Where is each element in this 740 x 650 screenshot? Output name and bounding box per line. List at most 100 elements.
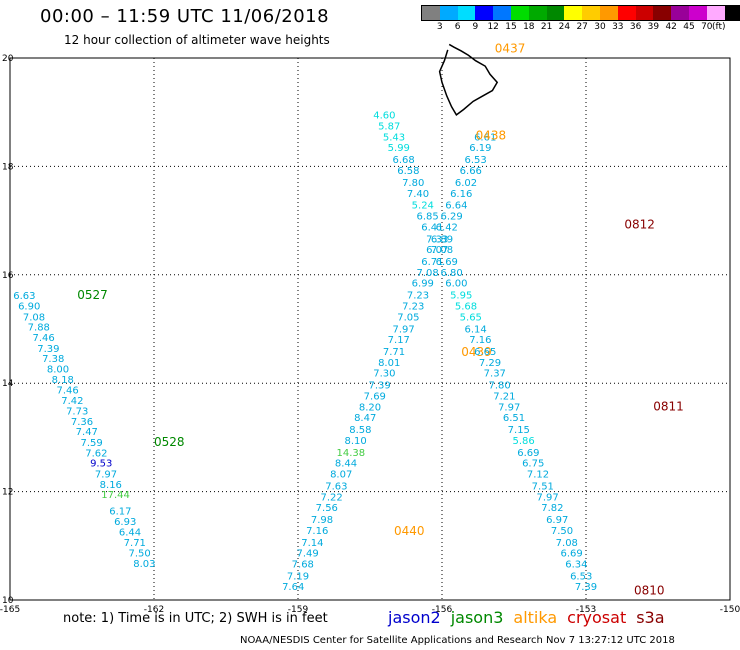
swh-value: 9.53 <box>90 459 112 470</box>
satellite-legend: jason2 jason3 altika cryosat s3a <box>388 608 675 627</box>
swh-value: 7.29 <box>479 358 501 369</box>
swh-value: 5.95 <box>450 291 472 302</box>
swh-value: 7.73 <box>66 407 88 418</box>
x-tick-label: -162 <box>144 605 164 615</box>
swh-value: 7.62 <box>85 448 107 459</box>
swh-value: 7.50 <box>551 526 573 537</box>
swh-value: 6.61 <box>474 132 496 143</box>
legend-label: 3 <box>436 22 443 32</box>
swh-value: 7.71 <box>124 538 146 549</box>
legend-swatch <box>724 6 740 20</box>
swh-value: 6.07 <box>426 245 448 256</box>
swh-value: 7.08 <box>23 312 45 323</box>
satellite-label-cryosat: cryosat <box>567 608 627 627</box>
swh-value: 7.97 <box>95 470 117 481</box>
legend-swatch <box>635 6 654 20</box>
swh-value: 8.00 <box>47 364 69 375</box>
swh-value: 6.68 <box>392 155 414 166</box>
legend-label: 30 <box>594 22 606 32</box>
swh-value: 7.46 <box>56 385 78 396</box>
swh-value: 4.60 <box>373 111 395 122</box>
swh-value: 6.90 <box>18 301 40 312</box>
legend-swatch <box>617 6 636 20</box>
swh-value: 8.16 <box>100 480 122 491</box>
swh-value: 7.39 <box>37 344 59 355</box>
swh-value: 7.51 <box>532 481 554 492</box>
pass-time-label: 0811 <box>653 399 684 413</box>
swh-value: 7.30 <box>373 369 395 380</box>
map-title: 00:00 – 11:59 UTC 11/06/2018 <box>40 6 330 27</box>
footnote: note: 1) Time is in UTC; 2) SWH is in fe… <box>63 611 328 626</box>
swh-value: 14.38 <box>336 448 365 459</box>
swh-value: 5.24 <box>412 201 434 212</box>
y-tick-label: 20 <box>2 54 14 64</box>
pass-time-label: 0440 <box>394 524 425 538</box>
swh-value: 6.51 <box>503 413 525 424</box>
swh-value: 7.40 <box>407 189 429 200</box>
swh-value: 7.37 <box>484 369 506 380</box>
swh-value: 7.16 <box>469 335 491 346</box>
credit-footer: NOAA/NESDIS Center for Satellite Applica… <box>240 635 675 646</box>
swh-value: 7.69 <box>364 391 386 402</box>
swh-value: 6.29 <box>440 212 462 223</box>
legend-swatch <box>528 6 547 20</box>
swh-value: 6.69 <box>560 549 582 560</box>
legend-swatch <box>439 6 458 20</box>
legend-swatch <box>493 6 511 20</box>
swh-value: 6.89 <box>431 234 453 245</box>
swh-value: 7.33 <box>426 234 448 245</box>
satellite-label-jason3: jason3 <box>450 608 504 627</box>
swh-value: 7.22 <box>320 492 342 503</box>
pass-time-label: 0812 <box>624 218 655 232</box>
swh-value: 5.43 <box>383 132 405 143</box>
legend-swatch <box>510 6 529 20</box>
legend-swatch <box>457 6 476 20</box>
y-tick-label: 16 <box>2 271 14 281</box>
legend-label: 27 <box>576 22 588 32</box>
swh-value: 7.23 <box>407 291 429 302</box>
swh-value: 7.82 <box>541 503 563 514</box>
swh-value: 7.63 <box>325 481 347 492</box>
legend-label: 42 <box>665 22 677 32</box>
swh-value: 5.65 <box>460 312 482 323</box>
swh-value: 7.39 <box>575 582 597 593</box>
legend-label: 18 <box>523 22 535 32</box>
swh-value: 7.12 <box>527 470 549 481</box>
swh-value: 6.75 <box>522 459 544 470</box>
swh-value: 6.44 <box>119 528 141 539</box>
swh-value: 7.71 <box>383 347 405 358</box>
swh-value: 7.21 <box>493 391 515 402</box>
map-frame <box>9 57 731 601</box>
x-tick-label: -153 <box>576 605 596 615</box>
legend-swatch <box>564 6 583 20</box>
swh-value: 6.63 <box>13 291 35 302</box>
legend-label: 36 <box>629 22 642 32</box>
swh-value: 8.47 <box>354 413 376 424</box>
swh-value: 6.64 <box>445 201 467 212</box>
swh-value: 6.65 <box>474 347 496 358</box>
swh-value: 7.68 <box>292 559 314 570</box>
swh-value: 7.47 <box>76 427 98 438</box>
swh-value: 7.38 <box>42 354 64 365</box>
swh-value: 7.97 <box>392 324 414 335</box>
swh-value: 7.14 <box>301 538 323 549</box>
swh-value: 7.42 <box>61 396 83 407</box>
legend-label: 12 <box>487 22 499 32</box>
swh-value: 7.17 <box>388 335 410 346</box>
color-scale-unit: (ft) <box>712 22 726 32</box>
legend-swatch <box>671 6 689 20</box>
legend-swatch <box>475 6 494 20</box>
swh-value: 6.69 <box>436 257 458 268</box>
swh-value: 6.17 <box>109 506 131 517</box>
legend-label: 39 <box>647 22 660 32</box>
swh-value: 6.41 <box>421 222 443 233</box>
pass-time-label: 0810 <box>634 584 665 598</box>
swh-value: 6.85 <box>416 212 438 223</box>
x-tick-label: -159 <box>288 605 309 615</box>
color-scale-legend <box>421 5 740 21</box>
swh-value: 6.71 <box>421 257 443 268</box>
swh-value: 7.39 <box>368 381 390 392</box>
y-tick-label: 18 <box>2 162 14 172</box>
swh-value: 6.66 <box>460 166 482 177</box>
